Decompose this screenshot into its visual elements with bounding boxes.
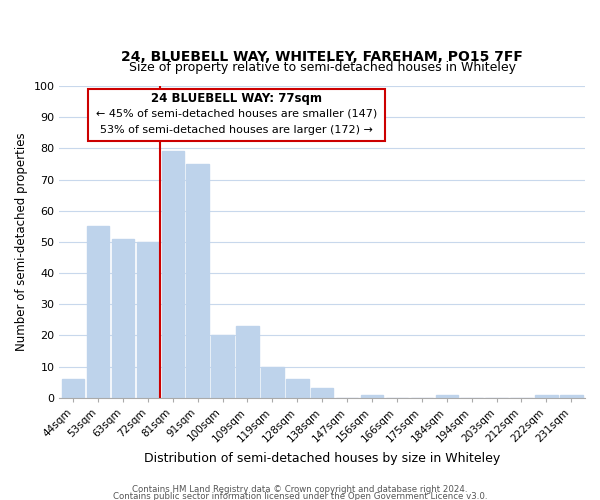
Bar bbox=[311, 388, 334, 398]
Text: Contains public sector information licensed under the Open Government Licence v3: Contains public sector information licen… bbox=[113, 492, 487, 500]
Bar bbox=[361, 394, 383, 398]
X-axis label: Distribution of semi-detached houses by size in Whiteley: Distribution of semi-detached houses by … bbox=[144, 452, 500, 465]
Text: Contains HM Land Registry data © Crown copyright and database right 2024.: Contains HM Land Registry data © Crown c… bbox=[132, 485, 468, 494]
Bar bbox=[137, 242, 159, 398]
Bar bbox=[436, 394, 458, 398]
Text: ← 45% of semi-detached houses are smaller (147): ← 45% of semi-detached houses are smalle… bbox=[96, 108, 377, 118]
Bar bbox=[236, 326, 259, 398]
Text: 24 BLUEBELL WAY: 77sqm: 24 BLUEBELL WAY: 77sqm bbox=[151, 92, 322, 105]
Text: 53% of semi-detached houses are larger (172) →: 53% of semi-detached houses are larger (… bbox=[100, 125, 373, 135]
Bar bbox=[161, 152, 184, 398]
Title: 24, BLUEBELL WAY, WHITELEY, FAREHAM, PO15 7FF: 24, BLUEBELL WAY, WHITELEY, FAREHAM, PO1… bbox=[121, 50, 523, 64]
Bar bbox=[560, 394, 583, 398]
Y-axis label: Number of semi-detached properties: Number of semi-detached properties bbox=[15, 132, 28, 351]
Bar bbox=[87, 226, 109, 398]
Bar bbox=[112, 239, 134, 398]
Bar bbox=[187, 164, 209, 398]
FancyBboxPatch shape bbox=[88, 89, 385, 141]
Bar bbox=[211, 336, 234, 398]
Bar bbox=[286, 379, 308, 398]
Bar bbox=[62, 379, 85, 398]
Text: Size of property relative to semi-detached houses in Whiteley: Size of property relative to semi-detach… bbox=[129, 60, 516, 74]
Bar bbox=[535, 394, 557, 398]
Bar bbox=[261, 366, 284, 398]
